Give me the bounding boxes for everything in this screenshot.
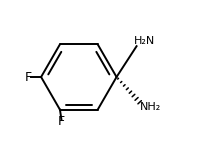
Text: F: F <box>24 71 32 83</box>
Text: H₂N: H₂N <box>134 36 155 46</box>
Text: NH₂: NH₂ <box>140 102 161 112</box>
Text: F: F <box>58 116 65 128</box>
